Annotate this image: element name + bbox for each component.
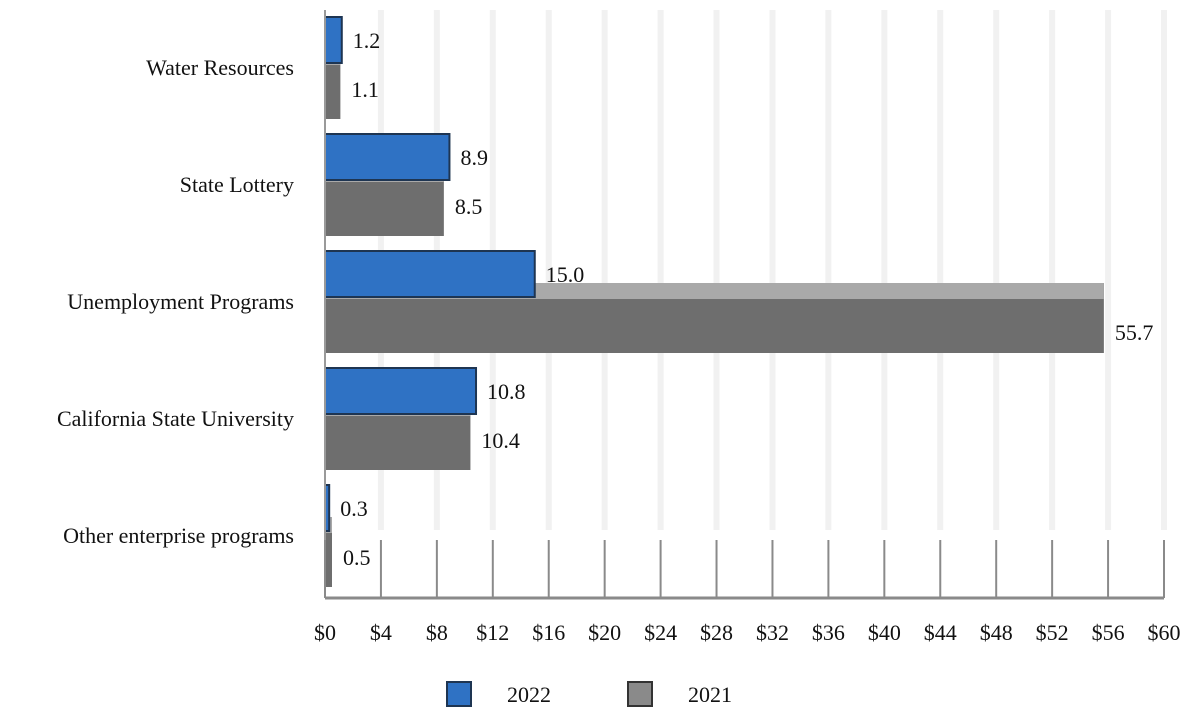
legend-item-2022: 2022 <box>446 681 551 707</box>
legend-swatch-2022 <box>446 681 472 707</box>
x-tick-label: $48 <box>980 620 1013 645</box>
legend-label-2021: 2021 <box>688 682 732 707</box>
value-label-2021-other-enterprise-programs: 0.5 <box>343 545 371 570</box>
bar-2021-other-enterprise-programs <box>325 517 332 587</box>
grid-lines <box>377 10 1167 530</box>
bar-2021-water-resources <box>325 49 341 119</box>
legend-label-2022: 2022 <box>507 682 551 707</box>
value-label-2022-california-state-university: 10.8 <box>487 379 526 404</box>
x-tick-label: $16 <box>532 620 565 645</box>
value-label-2022-other-enterprise-programs: 0.3 <box>340 496 368 521</box>
bar-2022-unemployment-programs <box>324 250 536 298</box>
x-tick-label: $32 <box>756 620 789 645</box>
x-tick-label: $4 <box>370 620 392 645</box>
x-tick-label: $60 <box>1148 620 1181 645</box>
labels: Water Resources 1.2 1.1 State Lottery 8.9 8.5… <box>57 28 1153 570</box>
bar-2022-state-lottery <box>324 133 451 181</box>
bars <box>324 16 1104 587</box>
value-label-2022-water-resources: 1.2 <box>353 28 381 53</box>
x-tick-label: $0 <box>314 620 336 645</box>
value-label-2022-state-lottery: 8.9 <box>460 145 488 170</box>
x-tick-label: $28 <box>700 620 733 645</box>
x-tick-label: $8 <box>426 620 448 645</box>
value-label-2021-california-state-university: 10.4 <box>481 428 519 453</box>
category-label-state-lottery: State Lottery <box>180 172 294 197</box>
x-tick-label: $12 <box>476 620 509 645</box>
category-label-other-enterprise-programs: Other enterprise programs <box>63 523 294 548</box>
x-tick-label: $52 <box>1036 620 1069 645</box>
value-label-2021-unemployment-programs: 55.7 <box>1115 320 1154 345</box>
category-label-water-resources: Water Resources <box>146 55 294 80</box>
value-label-2022-unemployment-programs: 15.0 <box>546 262 585 287</box>
category-label-unemployment-programs: Unemployment Programs <box>67 289 294 314</box>
x-tick-label: $40 <box>868 620 901 645</box>
x-tick-label: $44 <box>924 620 957 645</box>
legend-swatch-2021 <box>627 681 653 707</box>
x-tick-label: $20 <box>588 620 621 645</box>
bar-2022-california-state-university <box>324 367 478 415</box>
legend-item-2021: 2021 <box>627 681 732 707</box>
category-label-california-state-university: California State University <box>57 406 294 431</box>
value-label-2021-water-resources: 1.1 <box>351 77 379 102</box>
legend: 2022 2021 <box>446 681 732 707</box>
x-tick-label: $56 <box>1092 620 1125 645</box>
x-axis: $0 $4 $8 $12 $16 $20 $24 $28 $32 $36 $40 $44 $48 $52 $… <box>314 10 1181 645</box>
bar-2022-water-resources <box>324 16 343 64</box>
x-tick-label: $24 <box>644 620 677 645</box>
value-label-2021-state-lottery: 8.5 <box>455 194 483 219</box>
x-tick-label: $36 <box>812 620 845 645</box>
